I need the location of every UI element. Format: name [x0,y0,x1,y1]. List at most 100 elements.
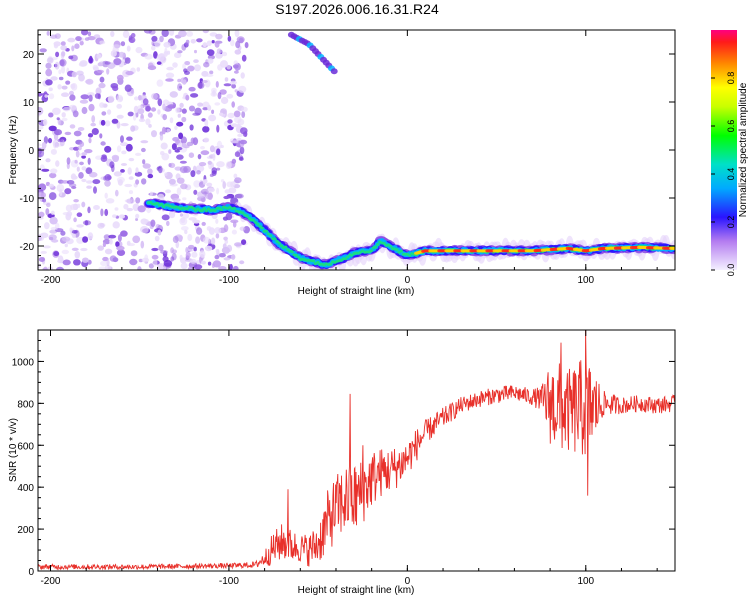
noise-speckle [69,124,76,129]
noise-speckle [189,124,194,131]
noise-speckle [81,201,86,208]
noise-speckle [230,219,239,224]
noise-speckle [38,92,43,97]
noise-speckle [43,136,49,144]
noise-speckle [202,126,210,133]
noise-speckle [43,266,48,270]
noise-speckle [105,198,115,204]
noise-speckle [215,33,223,40]
noise-speckle [68,55,74,60]
noise-speckle [162,266,167,270]
noise-speckle [116,176,125,184]
noise-speckle [46,31,50,36]
noise-speckle [177,50,183,54]
noise-speckle [190,258,197,264]
noise-speckle [61,112,66,118]
noise-speckle [88,137,92,144]
noise-speckle [71,71,77,78]
noise-speckle [106,175,112,180]
noise-speckle [170,247,175,254]
noise-speckle [38,147,42,155]
noise-speckle [48,125,57,132]
noise-speckle [100,119,106,126]
snr-y-tick-label: 800 [17,399,34,410]
noise-speckle [207,104,212,111]
noise-speckle [54,129,62,136]
spectrogram-y-label: Frequency (Hz) [8,116,19,185]
noise-speckle [64,188,72,195]
noise-speckle [172,62,178,68]
noise-speckle [137,108,145,115]
noise-speckle [179,160,187,164]
noise-speckle [152,259,158,267]
noise-speckle [174,149,181,153]
noise-speckle [171,143,177,151]
noise-speckle [127,167,132,175]
noise-speckle [144,53,153,60]
noise-speckle [222,181,226,189]
noise-speckle [104,61,111,65]
noise-speckle [156,53,165,62]
noise-speckle [227,119,233,124]
noise-speckle [104,145,112,153]
noise-speckle [76,236,85,244]
noise-speckle [201,221,206,226]
noise-speckle [240,72,245,79]
noise-speckle [40,192,46,198]
noise-speckle [174,52,182,59]
noise-speckle [145,118,151,126]
noise-speckle [208,227,215,235]
noise-speckle [75,36,82,42]
noise-speckle [233,265,239,270]
noise-speckle [153,51,158,59]
noise-speckle [212,260,222,268]
noise-speckle [97,62,104,67]
noise-speckle [239,260,245,265]
noise-speckle [54,61,60,70]
noise-speckle [230,39,235,47]
noise-speckle [234,70,239,74]
noise-speckle [106,68,110,75]
noise-speckle [59,188,63,197]
ridge-blob [269,234,273,238]
noise-speckle [73,199,79,203]
noise-speckle [45,158,51,163]
noise-speckle [112,44,121,49]
noise-speckle [207,192,213,201]
noise-speckle [73,217,77,223]
noise-speckle [112,221,120,229]
noise-speckle [130,250,138,257]
noise-speckle [55,51,60,58]
ridge-core [672,246,675,250]
ridge-blob [328,262,333,266]
noise-speckle [71,175,78,180]
noise-speckle [201,80,208,83]
noise-speckle [74,159,78,164]
noise-speckle [125,143,133,152]
noise-speckle [121,150,127,155]
spectrogram-y-tick-label: -10 [20,194,35,205]
noise-speckle [45,208,50,216]
noise-speckle [99,133,103,139]
noise-speckle [98,266,107,270]
noise-speckle [220,108,228,115]
noise-speckle [181,142,187,148]
noise-speckle [216,148,221,156]
noise-speckle [184,229,188,235]
noise-speckle [234,49,242,55]
noise-speckle [163,259,173,267]
noise-speckle [182,212,190,219]
noise-speckle [69,90,74,96]
noise-speckle [138,118,146,123]
noise-speckle [135,218,139,221]
noise-speckle [220,144,224,149]
noise-speckle [128,157,135,162]
ridge-blob [219,208,224,212]
noise-speckle [87,157,91,165]
noise-speckle [147,112,153,118]
noise-speckle [215,233,220,239]
noise-speckle [77,127,85,131]
noise-speckle [145,105,151,112]
noise-speckle [215,218,219,224]
noise-speckle [123,203,129,210]
